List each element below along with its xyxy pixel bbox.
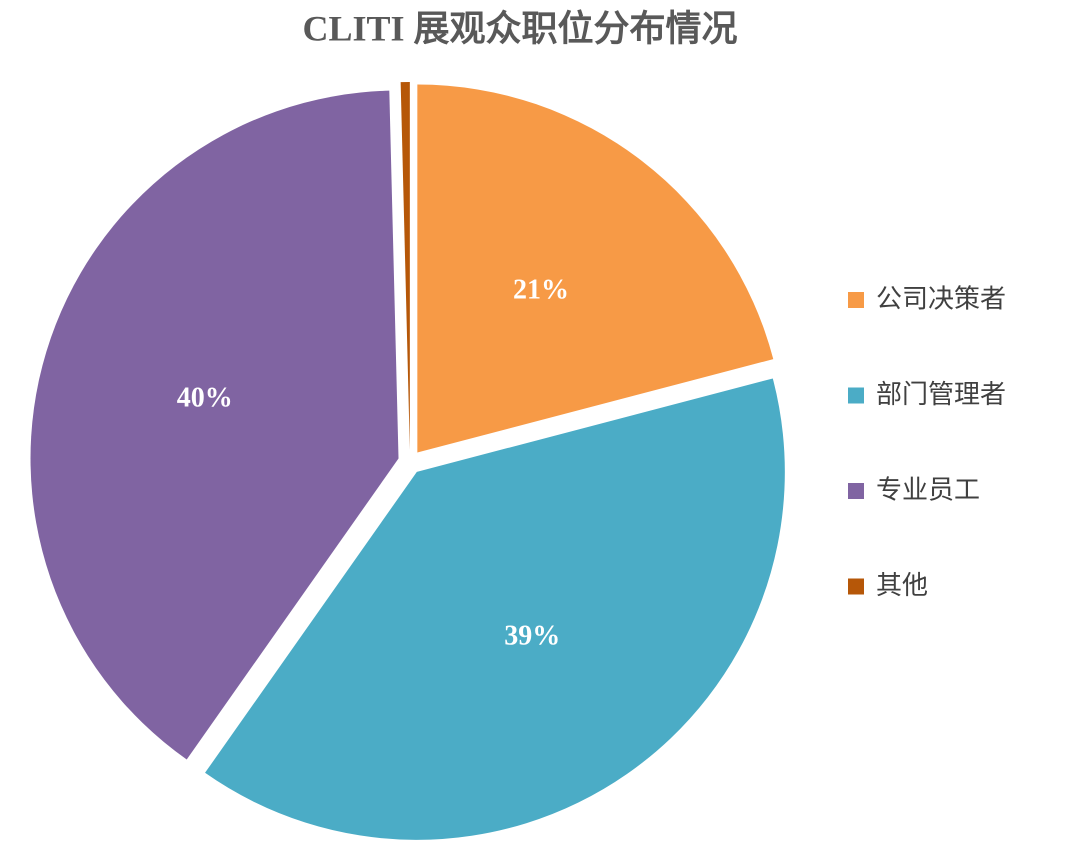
data-label: 21% [513, 275, 569, 306]
chart-title: CLITI 展观众职位分布情况 [302, 8, 737, 48]
pie-slice [417, 84, 774, 453]
pie-slice [400, 82, 410, 451]
data-label: 39% [504, 621, 560, 652]
legend-swatch [848, 578, 864, 595]
legend-label: 专业员工 [876, 476, 980, 506]
legend-label: 公司决策者 [876, 285, 1006, 315]
legend-swatch [848, 387, 864, 404]
data-label: 40% [177, 382, 233, 413]
legend-swatch [848, 292, 864, 308]
pie-slice [205, 378, 785, 840]
legend-label: 部门管理者 [876, 380, 1006, 410]
pie-slice [30, 90, 399, 760]
legend-swatch [848, 483, 864, 499]
legend-label: 其他 [876, 571, 928, 601]
